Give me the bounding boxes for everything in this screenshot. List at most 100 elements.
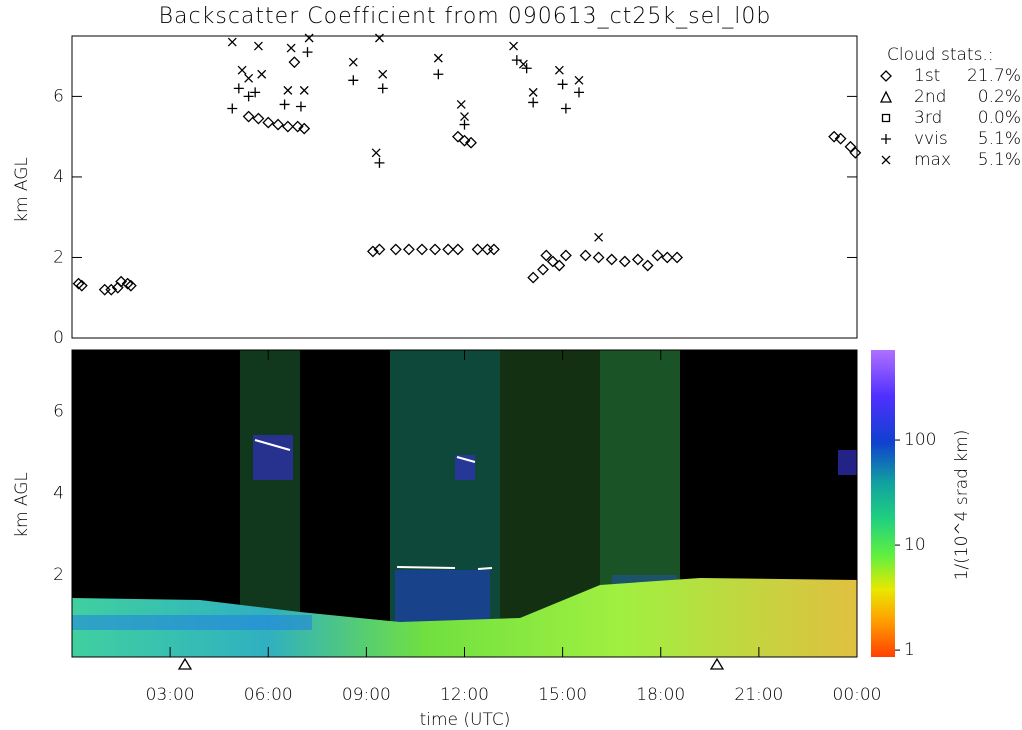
data-point — [286, 43, 296, 53]
data-point — [560, 103, 571, 114]
data-point — [518, 59, 528, 69]
data-point — [509, 41, 519, 51]
legend-label: 3rd — [914, 108, 942, 128]
data-point — [631, 253, 644, 266]
data-point — [661, 251, 674, 264]
data-point — [605, 253, 618, 266]
data-point — [641, 259, 654, 272]
x-tick-label: 12:00 — [440, 685, 489, 705]
data-point — [227, 37, 237, 47]
legend-stat: 21.7% — [967, 66, 1021, 86]
data-point — [233, 83, 244, 94]
data-point — [528, 97, 539, 108]
data-point — [105, 283, 118, 296]
x-tick-label: 09:00 — [342, 685, 391, 705]
data-point — [253, 41, 263, 51]
legend-stat: 5.1% — [978, 129, 1021, 149]
data-point — [250, 87, 261, 98]
legend-label: vvis — [914, 129, 948, 149]
data-point — [374, 33, 384, 43]
legend-label: max — [914, 150, 951, 170]
data-point — [540, 249, 553, 262]
data-point — [75, 279, 88, 292]
legend-marker — [880, 70, 892, 82]
legend-marker — [881, 134, 891, 144]
data-point — [559, 249, 572, 262]
data-point — [366, 245, 379, 258]
data-point — [227, 103, 238, 114]
data-point — [460, 112, 469, 121]
legend-stat: 0.0% — [978, 108, 1021, 128]
data-point — [651, 249, 664, 262]
legend-label: 1st — [914, 66, 940, 86]
legend-stat: 0.2% — [978, 87, 1021, 107]
y-tick-label: 0 — [53, 328, 64, 348]
x-tick-label: 06:00 — [244, 685, 293, 705]
data-point — [471, 243, 484, 256]
data-point — [302, 47, 313, 58]
data-point — [671, 251, 684, 264]
legend-marker — [879, 90, 893, 103]
y-tick-label: 6 — [53, 86, 64, 106]
chart-title: Backscatter Coefficient from 090613_ct25… — [159, 4, 772, 29]
data-point — [592, 251, 605, 264]
data-point — [433, 69, 444, 80]
colorbar-label: 1/(10^4 srad km) — [952, 430, 972, 581]
data-point — [298, 122, 311, 135]
data-point — [594, 232, 604, 242]
data-point — [511, 55, 522, 66]
backscatter-image — [72, 350, 857, 657]
y-axis-label: km AGL — [12, 472, 32, 538]
y-tick-label: 6 — [53, 401, 64, 421]
data-point — [378, 69, 388, 79]
data-point — [389, 243, 402, 256]
data-point — [72, 277, 85, 290]
data-point — [283, 85, 293, 95]
data-point — [402, 243, 415, 256]
data-point — [416, 243, 428, 256]
data-point — [288, 56, 301, 69]
data-point — [257, 69, 267, 79]
data-point — [252, 112, 265, 125]
data-point — [554, 65, 564, 75]
data-point — [456, 99, 466, 109]
data-point — [242, 110, 255, 123]
data-point — [828, 130, 841, 143]
data-point — [299, 85, 309, 95]
data-point — [237, 65, 247, 75]
x-tick-label: 03:00 — [146, 685, 195, 705]
data-point — [527, 271, 540, 284]
axis-marker — [177, 657, 725, 670]
data-point — [281, 120, 294, 133]
data-point — [574, 75, 584, 85]
data-point — [452, 243, 464, 256]
y-tick-label: 4 — [53, 167, 64, 187]
data-point — [98, 283, 111, 296]
colorbar-tick-label: 10 — [904, 535, 926, 555]
legend-marker — [881, 155, 891, 165]
data-point — [304, 33, 314, 43]
data-point — [465, 136, 477, 149]
data-point — [121, 277, 134, 290]
colorbar-tick-label: 1 — [904, 640, 915, 660]
x-tick-label: 21:00 — [734, 685, 783, 705]
plot-frame — [71, 35, 858, 339]
data-point — [553, 259, 566, 272]
data-point — [459, 119, 470, 130]
legend-marker — [881, 113, 891, 123]
data-point — [243, 91, 254, 102]
x-tick-label: 15:00 — [538, 685, 587, 705]
data-point — [481, 243, 494, 256]
data-point — [546, 255, 559, 268]
legend-stat: 5.1% — [978, 150, 1021, 170]
data-point — [374, 157, 385, 168]
data-point — [452, 130, 464, 143]
y-tick-label: 2 — [53, 565, 64, 585]
y-tick-label: 2 — [53, 247, 64, 267]
legend-label: 2nd — [914, 87, 946, 107]
data-point — [844, 140, 857, 153]
data-point — [348, 75, 359, 86]
data-point — [272, 118, 284, 131]
data-point — [348, 57, 358, 67]
